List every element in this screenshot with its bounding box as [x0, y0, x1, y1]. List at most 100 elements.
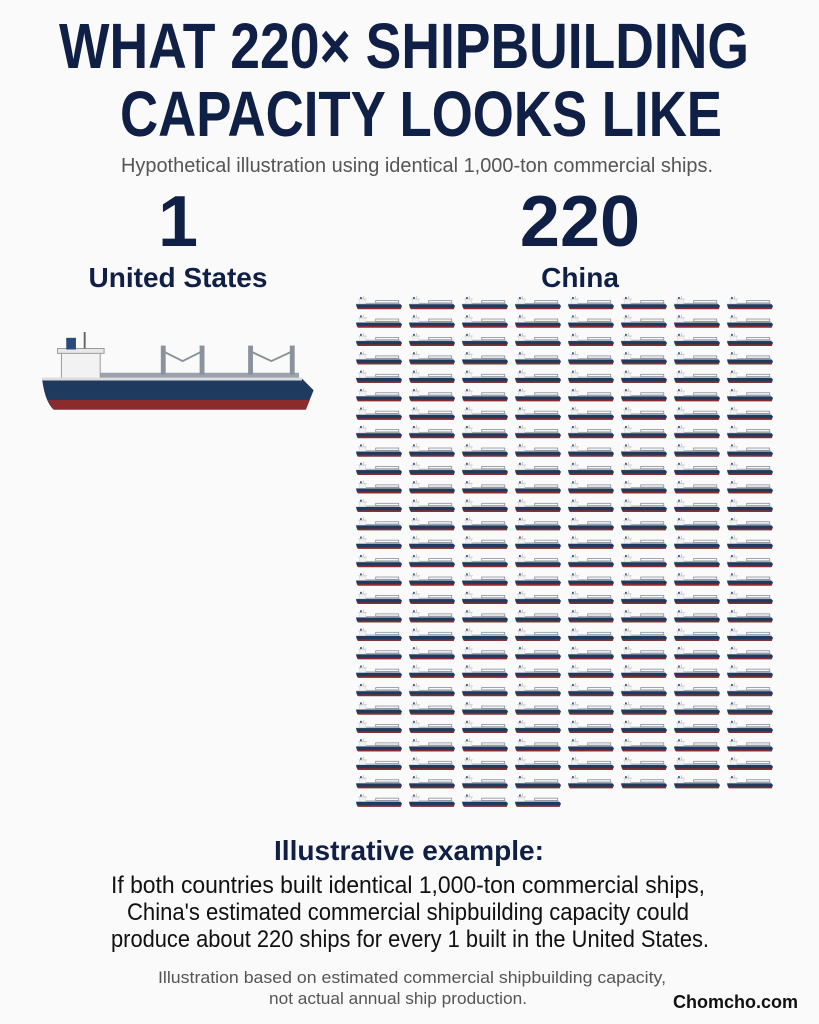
funnel	[360, 757, 362, 760]
crane-boom	[250, 350, 293, 363]
superstructure	[571, 501, 578, 508]
ship-icon	[727, 443, 773, 457]
superstructure	[465, 649, 472, 655]
crane	[428, 558, 453, 562]
cargo-deck	[683, 505, 718, 507]
cargo-deck	[524, 487, 559, 489]
funnel	[625, 407, 627, 410]
crane	[481, 742, 506, 746]
bridge	[464, 777, 473, 779]
funnel	[519, 536, 521, 539]
cargo-deck	[471, 689, 506, 692]
funnel	[360, 462, 362, 465]
funnel	[413, 462, 415, 465]
bottom-paint	[621, 510, 667, 512]
ship-icon	[727, 406, 773, 420]
superstructure	[465, 796, 472, 802]
cargo-deck	[365, 468, 400, 471]
crane	[746, 613, 771, 617]
bottom-paint	[462, 768, 508, 770]
crane	[534, 429, 559, 433]
superstructure	[465, 446, 472, 452]
bottom-paint	[409, 657, 455, 660]
bridge	[464, 648, 473, 650]
cargo-deck	[418, 800, 453, 802]
bottom-paint	[515, 768, 561, 770]
cargo-deck	[418, 376, 453, 378]
superstructure	[730, 354, 737, 360]
cargo-deck	[418, 579, 453, 581]
bottom-paint	[568, 786, 614, 789]
cargo-deck	[630, 395, 665, 397]
funnel	[678, 389, 680, 392]
ship-icon	[674, 332, 720, 346]
bridge	[729, 446, 738, 448]
bridge	[729, 409, 738, 411]
funnel	[625, 647, 627, 650]
cargo-deck	[683, 597, 718, 600]
funnel	[466, 720, 468, 723]
bottom-paint	[727, 454, 773, 457]
bottom-paint	[515, 565, 561, 568]
superstructure	[412, 446, 419, 452]
funnel	[731, 444, 733, 447]
bottom-paint	[356, 639, 402, 641]
funnel	[731, 499, 733, 502]
superstructure	[571, 723, 578, 729]
superstructure	[677, 704, 684, 710]
crane	[746, 429, 771, 433]
crane	[746, 558, 771, 562]
ship-icon	[462, 756, 508, 770]
superstructure	[571, 557, 578, 563]
crane	[693, 300, 718, 304]
ship-icon	[674, 572, 720, 586]
ship-icon	[568, 572, 614, 586]
crane	[481, 668, 506, 672]
cargo-deck	[736, 302, 771, 305]
crane	[693, 742, 718, 746]
ship-icon	[356, 683, 402, 697]
bottom-paint	[462, 454, 508, 457]
bottom-paint	[356, 602, 402, 604]
ship-icon	[356, 443, 402, 457]
bridge	[517, 704, 526, 706]
bottom-paint	[568, 620, 614, 623]
bottom-paint	[409, 362, 455, 365]
bottom-paint	[621, 473, 667, 475]
crane	[428, 779, 453, 783]
bridge	[729, 353, 738, 355]
bridge	[464, 704, 473, 706]
funnel	[731, 757, 733, 760]
bottom-paint	[727, 381, 773, 383]
bottom-paint	[409, 325, 455, 328]
superstructure	[359, 759, 366, 766]
ship-icon	[621, 664, 667, 678]
superstructure	[624, 723, 631, 729]
bridge	[411, 611, 420, 613]
bottom-paint	[409, 749, 455, 752]
ship-icon	[727, 590, 773, 604]
crane	[587, 742, 612, 746]
bridge	[464, 446, 473, 448]
crane	[587, 337, 612, 341]
bottom-paint	[674, 639, 720, 641]
bottom-paint	[568, 657, 614, 660]
bridge	[676, 667, 685, 669]
crane	[693, 595, 718, 599]
bottom-paint	[515, 362, 561, 365]
bridge	[464, 538, 473, 540]
funnel	[413, 720, 415, 723]
ship-icon	[621, 332, 667, 346]
bottom-paint	[674, 325, 720, 328]
crane	[746, 742, 771, 746]
bottom-paint	[515, 344, 561, 346]
bottom-paint	[462, 583, 508, 586]
funnel	[625, 720, 627, 723]
bottom-paint	[409, 399, 455, 402]
bridge	[464, 740, 473, 742]
cargo-deck	[736, 524, 771, 526]
cargo-deck	[418, 689, 453, 692]
bridge	[570, 722, 579, 724]
superstructure	[518, 741, 525, 747]
ship-icon	[409, 683, 455, 697]
